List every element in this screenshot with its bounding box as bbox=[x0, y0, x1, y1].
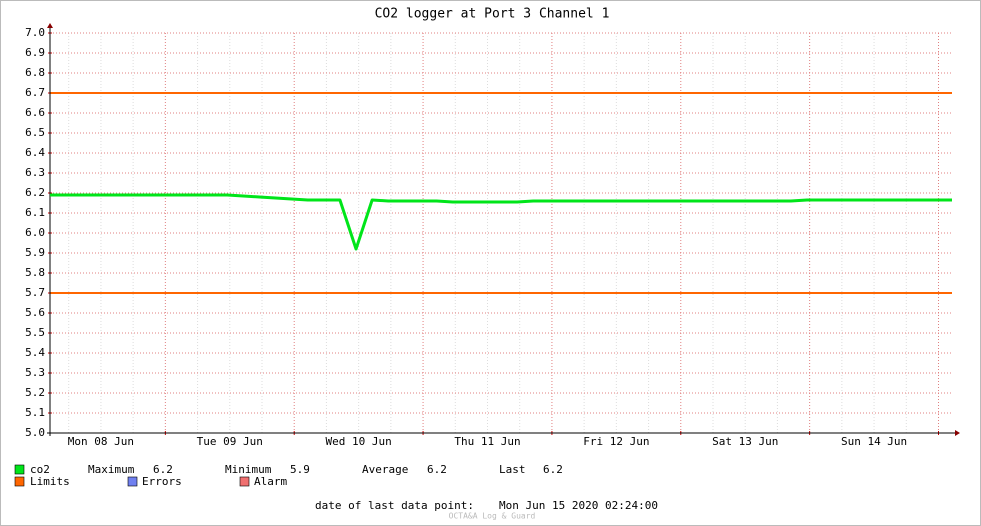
footer-label: date of last data point: bbox=[315, 499, 474, 512]
stat-label: Minimum bbox=[225, 463, 272, 476]
x-tick-label: Sat 13 Jun bbox=[712, 435, 778, 448]
y-tick-label: 5.9 bbox=[25, 246, 45, 259]
legend-label: Limits bbox=[30, 475, 70, 488]
x-tick-label: Sun 14 Jun bbox=[841, 435, 907, 448]
legend-label: Errors bbox=[142, 475, 182, 488]
y-tick-label: 5.4 bbox=[25, 346, 45, 359]
y-tick-label: 5.8 bbox=[25, 266, 45, 279]
legend-swatch bbox=[14, 476, 25, 487]
series-line bbox=[50, 193, 952, 251]
y-tick-label: 6.2 bbox=[25, 186, 45, 199]
x-tick-label: Wed 10 Jun bbox=[326, 435, 392, 448]
y-tick-label: 7.0 bbox=[25, 26, 45, 39]
y-tick-label: 6.7 bbox=[25, 86, 45, 99]
y-tick-label: 6.6 bbox=[25, 106, 45, 119]
stat-label: Average bbox=[362, 463, 408, 476]
stat-value: 6.2 bbox=[427, 463, 447, 476]
y-tick-label: 5.3 bbox=[25, 366, 45, 379]
x-axis-arrow bbox=[955, 430, 960, 436]
y-tick-label: 5.1 bbox=[25, 406, 45, 419]
chart-title: CO2 logger at Port 3 Channel 1 bbox=[375, 7, 610, 22]
x-tick-label: Mon 08 Jun bbox=[68, 435, 134, 448]
stat-value: 6.2 bbox=[543, 463, 563, 476]
stat-label: Last bbox=[499, 463, 526, 476]
y-tick-label: 6.1 bbox=[25, 206, 45, 219]
y-tick-label: 6.5 bbox=[25, 126, 45, 139]
y-tick-label: 5.2 bbox=[25, 386, 45, 399]
y-tick-label: 5.6 bbox=[25, 306, 45, 319]
legend-swatch bbox=[14, 464, 25, 475]
legend-swatch bbox=[239, 476, 250, 487]
x-tick-label: Fri 12 Jun bbox=[583, 435, 649, 448]
legend-label: co2 bbox=[30, 463, 50, 476]
y-tick-label: 5.0 bbox=[25, 426, 45, 439]
stat-label: Maximum bbox=[88, 463, 135, 476]
x-tick-label: Thu 11 Jun bbox=[454, 435, 520, 448]
legend-label: Alarm bbox=[254, 475, 287, 488]
stat-value: 6.2 bbox=[153, 463, 173, 476]
footer-value: Mon Jun 15 2020 02:24:00 bbox=[499, 499, 658, 512]
stat-value: 5.9 bbox=[290, 463, 310, 476]
y-tick-label: 5.7 bbox=[25, 286, 45, 299]
x-tick-label: Tue 09 Jun bbox=[197, 435, 263, 448]
watermark: OCTA&A Log & Guard bbox=[449, 512, 536, 521]
y-tick-label: 6.9 bbox=[25, 46, 45, 59]
y-tick-label: 6.3 bbox=[25, 166, 45, 179]
y-tick-label: 6.8 bbox=[25, 66, 45, 79]
y-tick-label: 6.4 bbox=[25, 146, 45, 159]
legend-swatch bbox=[127, 476, 138, 487]
y-tick-label: 6.0 bbox=[25, 226, 45, 239]
y-tick-label: 5.5 bbox=[25, 326, 45, 339]
y-axis-arrow bbox=[47, 23, 53, 28]
